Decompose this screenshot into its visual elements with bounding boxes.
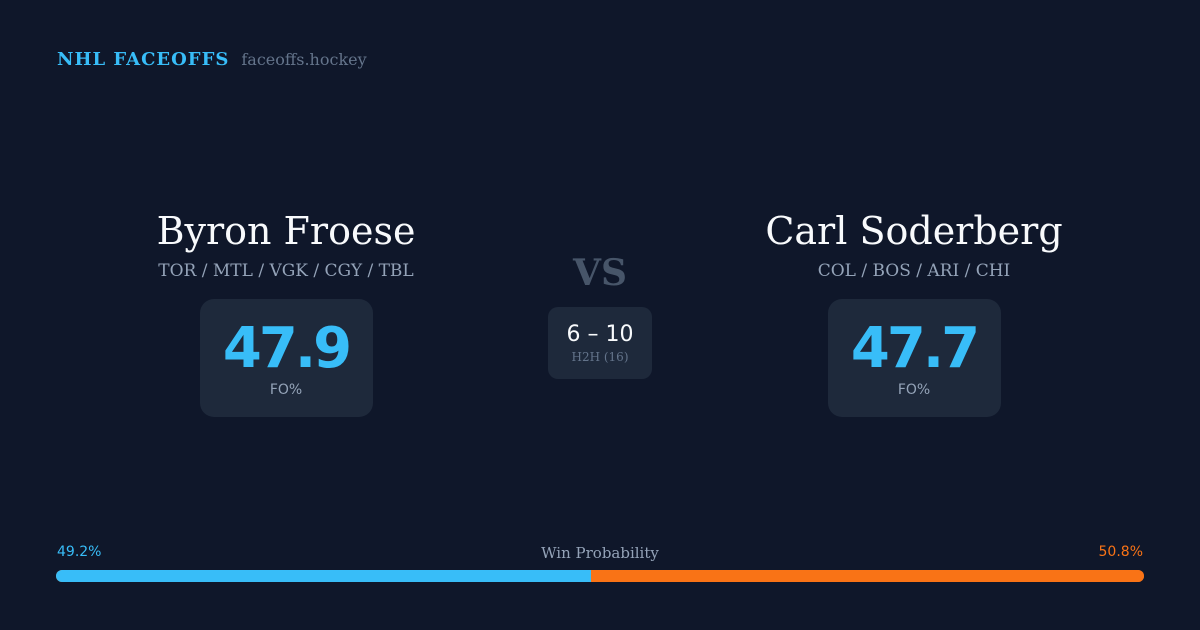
right-win-probability: 50.8% [1098, 544, 1143, 560]
right-probability-fill [591, 570, 1144, 582]
left-player-teams: TOR / MTL / VGK / CGY / TBL [158, 261, 414, 281]
win-probability-title: Win Probability [541, 544, 659, 562]
left-player: Byron Froese TOR / MTL / VGK / CGY / TBL… [76, 205, 496, 417]
h2h-score: 6 – 10 [566, 322, 634, 347]
left-fo-pct: 47.9 [222, 316, 352, 381]
right-player-teams: COL / BOS / ARI / CHI [817, 261, 1011, 281]
vs-label: VS [573, 252, 627, 294]
brand-header: NHL FACEOFFS faceoffs.hockey [57, 49, 367, 70]
right-fo-pct: 47.7 [850, 316, 980, 381]
left-probability-fill [56, 570, 592, 582]
brand-url: faceoffs.hockey [241, 50, 367, 69]
h2h-card: 6 – 10 H2H (16) [548, 307, 652, 379]
left-player-name: Byron Froese [156, 209, 416, 253]
left-fo-card: 47.9 FO% [199, 299, 373, 417]
h2h-label: H2H (16) [571, 350, 629, 364]
brand-name: NHL FACEOFFS [57, 49, 230, 70]
right-player-name: Carl Soderberg [765, 209, 1063, 253]
left-fo-label: FO% [269, 382, 303, 398]
win-probability-bar [56, 570, 1144, 582]
right-fo-label: FO% [897, 382, 931, 398]
right-fo-card: 47.7 FO% [827, 299, 1001, 417]
right-player: Carl Soderberg COL / BOS / ARI / CHI 47.… [704, 205, 1124, 417]
left-win-probability: 49.2% [57, 544, 102, 560]
